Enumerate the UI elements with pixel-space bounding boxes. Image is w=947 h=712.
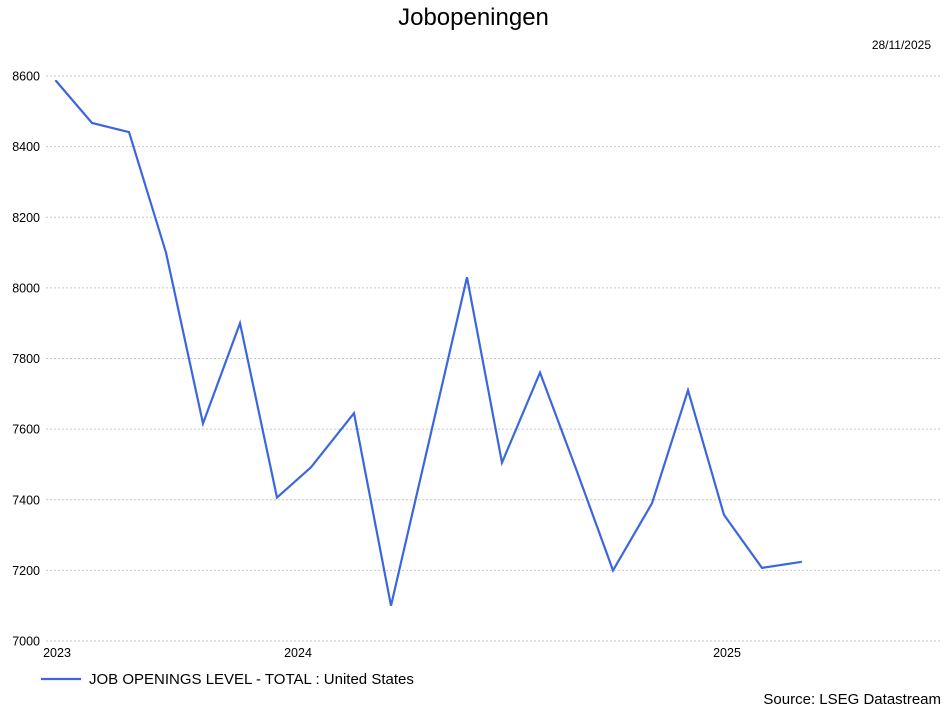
y-axis-tick-label: 7200: [12, 564, 40, 578]
y-axis-tick-label: 7000: [12, 635, 40, 649]
legend: JOB OPENINGS LEVEL - TOTAL : United Stat…: [40, 670, 414, 688]
chart-title: Jobopeningen: [398, 4, 549, 31]
legend-line-swatch-icon: [41, 677, 81, 681]
x-axis-tick-label: 2025: [713, 646, 741, 660]
y-axis-tick-label: 7600: [12, 423, 40, 437]
source-credit: Source: LSEG Datastream: [763, 691, 941, 708]
y-axis-tick-label: 8600: [12, 70, 40, 84]
x-axis-tick-label: 2023: [43, 646, 71, 660]
y-axis-tick-label: 7800: [12, 352, 40, 366]
y-axis-tick-label: 8400: [12, 140, 40, 154]
y-axis-tick-label: 8200: [12, 211, 40, 225]
y-axis-tick-label: 8000: [12, 281, 40, 295]
x-axis-tick-label: 2024: [284, 646, 312, 660]
y-axis-tick-label: 7400: [12, 493, 40, 507]
legend-series-label: JOB OPENINGS LEVEL - TOTAL : United Stat…: [89, 670, 414, 688]
series-line: [54, 79, 803, 606]
date-stamp: 28/11/2025: [871, 38, 931, 52]
